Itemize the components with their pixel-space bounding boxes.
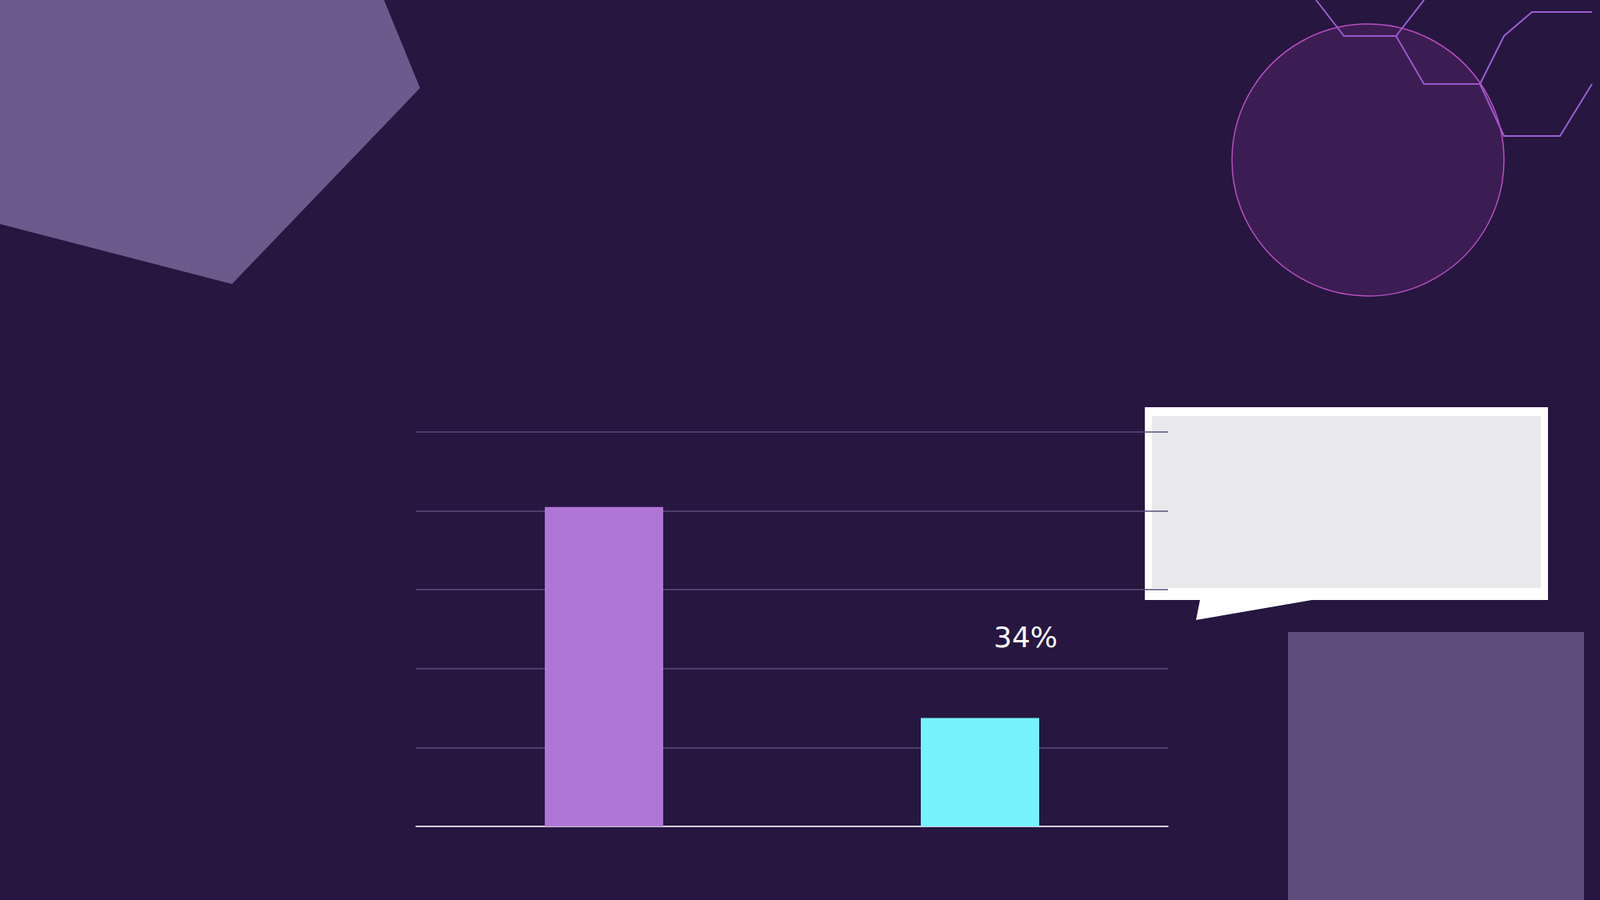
svg-text:34%: 34% xyxy=(993,620,1058,654)
